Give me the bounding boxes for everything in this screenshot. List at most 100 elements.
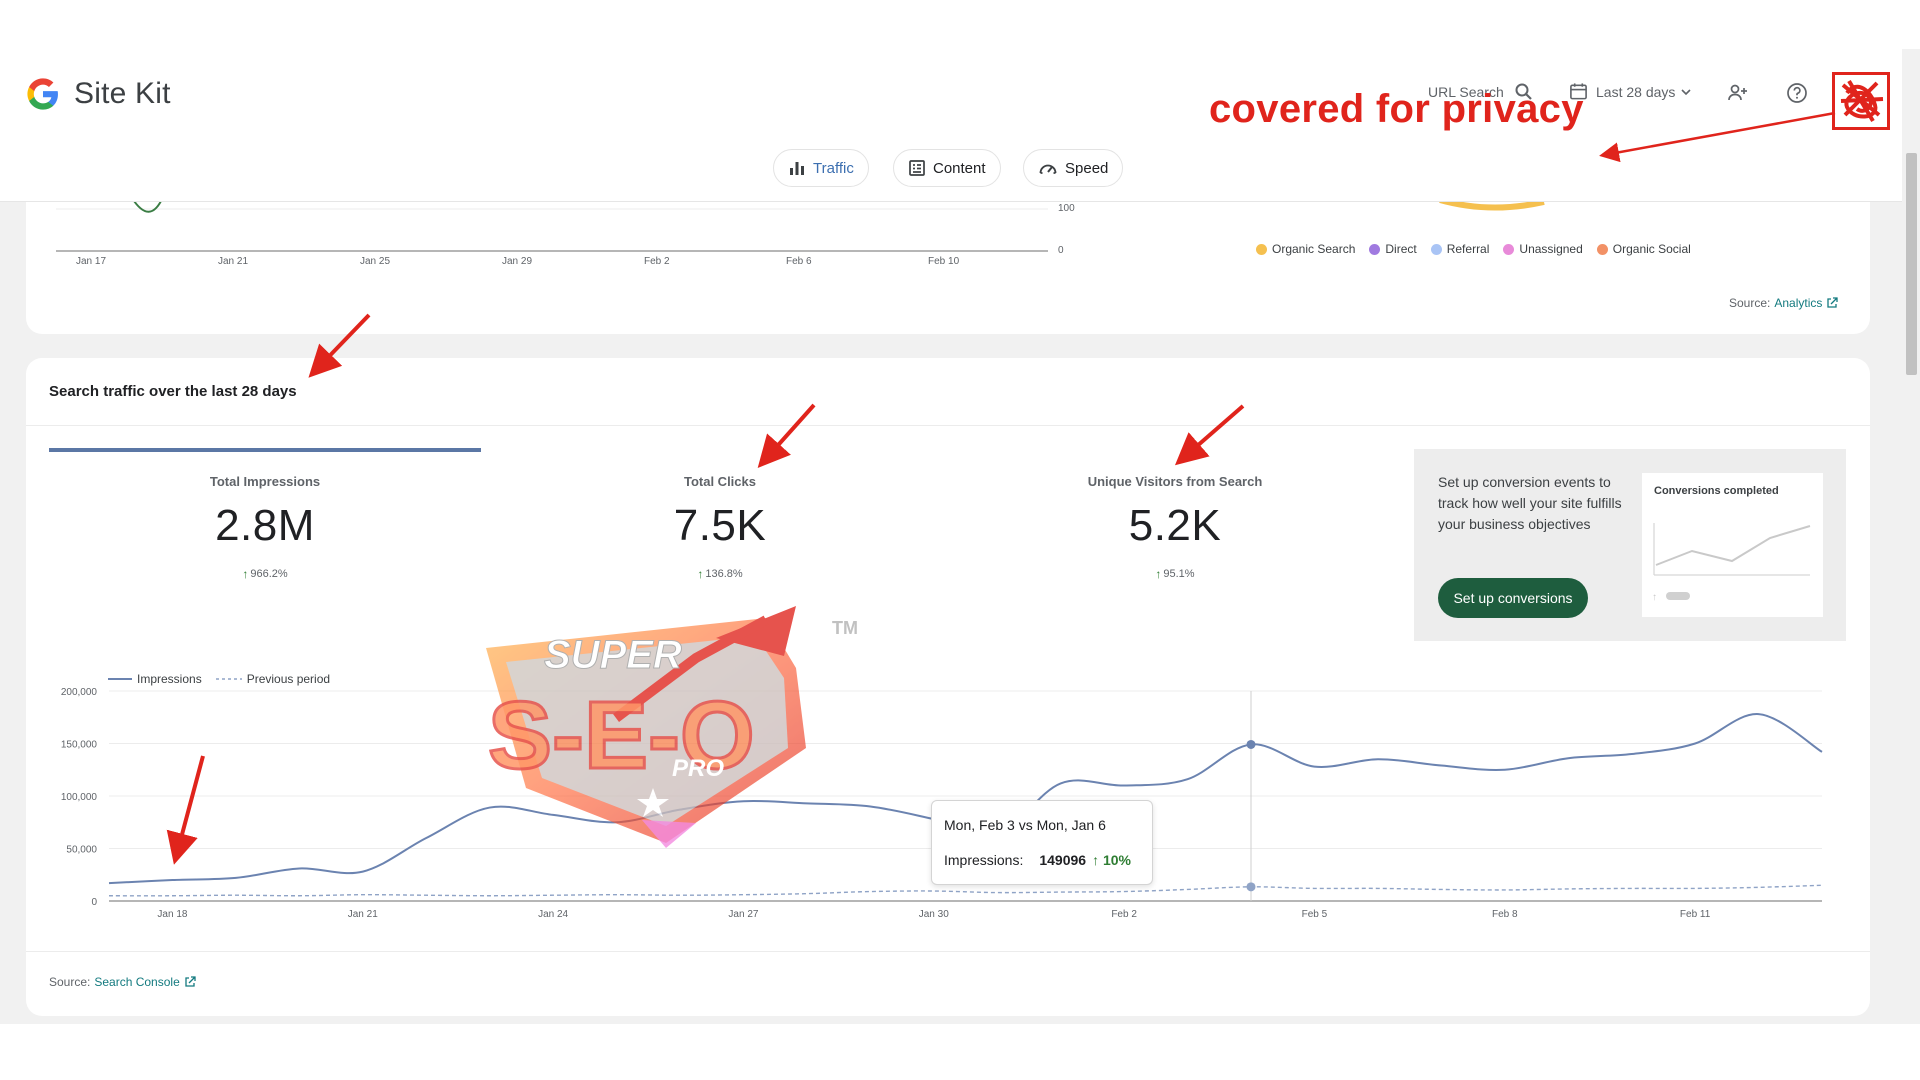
- metric-change: ↑ 966.2%: [115, 567, 415, 581]
- analytics-source-link[interactable]: Analytics: [1774, 296, 1823, 310]
- metric-label: Unique Visitors from Search: [1087, 474, 1263, 489]
- metric-label: Total Impressions: [209, 474, 321, 489]
- metric-value: 2.8M: [215, 501, 315, 550]
- chevron-down-icon: [1681, 88, 1691, 95]
- chart-legend: Impressions Previous period: [108, 672, 330, 686]
- previous-period-line: [108, 884, 1823, 897]
- scrollbar-thumb[interactable]: [1906, 153, 1917, 375]
- legend-label: Organic Search: [1272, 242, 1356, 256]
- x-tick-label: Jan 27: [728, 909, 758, 920]
- search-traffic-title: Search traffic over the last 28 days: [49, 383, 297, 400]
- date-range-label: Last 28 days: [1596, 83, 1676, 100]
- top-chart-x-tick: Feb 6: [786, 256, 812, 267]
- external-link-icon[interactable]: [184, 976, 196, 988]
- privacy-annotation: covered for privacy: [1209, 87, 1584, 131]
- tab-traffic[interactable]: Traffic: [773, 149, 869, 187]
- google-g-icon: [27, 78, 58, 110]
- metric-change: ↑ 136.8%: [570, 567, 870, 581]
- card-divider: [26, 951, 1870, 952]
- x-tick-label: Jan 30: [919, 909, 949, 920]
- arrow-up-icon: ↑: [697, 567, 704, 581]
- legend-swatch: [1596, 243, 1608, 255]
- top-chart-y-tick: 100: [1058, 203, 1075, 214]
- metric-total-impressions[interactable]: Total Impressions 2.8M ↑ 966.2%: [115, 474, 415, 581]
- help-button[interactable]: [1786, 82, 1808, 104]
- legend-label: Previous period: [246, 672, 331, 686]
- help-icon: [1787, 83, 1807, 103]
- search-console-source-link[interactable]: Search Console: [94, 975, 180, 989]
- metric-change-value: 966.2%: [250, 568, 288, 580]
- top-chart-x-tick: Jan 25: [360, 256, 391, 267]
- tab-traffic-label: Traffic: [813, 159, 854, 177]
- search-icon: [1515, 83, 1532, 100]
- legend-item: Unassigned: [1503, 242, 1583, 256]
- x-tick-label: Feb 2: [1111, 909, 1137, 920]
- x-tick-label: Feb 11: [1680, 909, 1711, 920]
- top-chart-x-tick: Feb 10: [928, 256, 960, 267]
- previous-period-highlight-point: [1246, 882, 1256, 892]
- tab-speed-label: Speed: [1065, 159, 1109, 177]
- legend-swatch: [1369, 243, 1381, 255]
- metric-change-value: 95.1%: [1163, 568, 1195, 580]
- metric-change: ↑ 95.1%: [1025, 567, 1325, 581]
- legend-item: Referral: [1430, 242, 1490, 256]
- setup-conversions-button[interactable]: Set up conversions: [1438, 578, 1588, 618]
- selected-metric-indicator: [49, 448, 481, 452]
- url-search-label: URL Search: [1428, 84, 1504, 100]
- tooltip-label: Impressions:: [944, 852, 1024, 868]
- conversion-setup-text: Set up conversion events to track how we…: [1438, 474, 1622, 532]
- conversions-preview-title: Conversions completed: [1654, 485, 1779, 497]
- page-scrollbar[interactable]: [1902, 49, 1920, 1024]
- legend-item: Direct: [1369, 242, 1417, 256]
- top-chart-y-tick: 0: [1058, 245, 1064, 256]
- metric-unique-visitors[interactable]: Unique Visitors from Search 5.2K ↑ 95.1%: [1025, 474, 1325, 581]
- bar-chart-icon: [790, 162, 804, 175]
- calendar-icon: [1570, 83, 1587, 100]
- external-link-icon[interactable]: [1826, 297, 1839, 309]
- date-range-selector[interactable]: Last 28 days: [1569, 82, 1692, 101]
- speedometer-icon: [1039, 164, 1057, 174]
- y-tick-label: 200,000: [61, 687, 98, 698]
- add-user-button[interactable]: [1727, 82, 1749, 104]
- legend-item: Organic Social: [1596, 242, 1691, 256]
- search-console-source: Source: Search Console: [49, 975, 196, 989]
- legend-label: Referral: [1446, 242, 1490, 256]
- y-tick-label: 50,000: [66, 845, 97, 856]
- url-search-button[interactable]: URL Search: [1428, 82, 1534, 102]
- top-chart-x-tick: Jan 29: [502, 256, 533, 267]
- traffic-channel-legend: Organic Search Direct Referral Unassigned Or…: [1256, 242, 1691, 256]
- tab-content[interactable]: Content: [893, 149, 1001, 187]
- metric-value: 5.2K: [1128, 501, 1222, 550]
- source-prefix: Source:: [49, 975, 91, 989]
- metric-label: Total Clicks: [683, 474, 756, 489]
- x-tick-label: Feb 8: [1492, 909, 1518, 920]
- legend-label: Organic Social: [1612, 242, 1691, 256]
- tab-content-label: Content: [933, 159, 986, 177]
- metric-total-clicks[interactable]: Total Clicks 7.5K ↑ 136.8%: [570, 474, 870, 581]
- redacted-scribble-icon: [1840, 79, 1884, 123]
- y-tick-label: 0: [91, 897, 97, 908]
- svg-text:↑: ↑: [1652, 592, 1657, 603]
- tooltip-value: 149096: [1039, 852, 1087, 868]
- y-tick-label: 100,000: [61, 792, 98, 803]
- legend-swatch: [1503, 243, 1515, 255]
- tooltip-change: ↑ 10%: [1092, 852, 1131, 868]
- legend-label: Direct: [1385, 242, 1417, 256]
- card-divider: [26, 425, 1870, 426]
- app-title: Site Kit: [74, 77, 171, 110]
- account-avatar[interactable]: [1832, 72, 1890, 130]
- arrow-up-icon: ↑: [242, 567, 249, 581]
- site-kit-header: Site Kit URL Search Last 28 days Traffic: [0, 49, 1902, 202]
- legend-impressions: Impressions: [108, 672, 202, 686]
- tooltip-change-value: 10%: [1102, 852, 1131, 868]
- legend-label: Unassigned: [1519, 242, 1583, 256]
- top-chart-x-tick: Jan 17: [76, 256, 107, 267]
- top-chart-x-tick: Jan 21: [218, 256, 249, 267]
- tab-speed[interactable]: Speed: [1023, 149, 1124, 187]
- legend-previous-period: Previous period: [215, 672, 331, 686]
- chart-tooltip: Mon, Feb 3 vs Mon, Jan 6 Impressions: 14…: [931, 800, 1153, 885]
- x-tick-label: Feb 5: [1302, 909, 1328, 920]
- x-tick-label: Jan 21: [348, 909, 378, 920]
- add-user-icon: [1728, 84, 1747, 101]
- site-kit-logo[interactable]: Site Kit: [26, 77, 171, 111]
